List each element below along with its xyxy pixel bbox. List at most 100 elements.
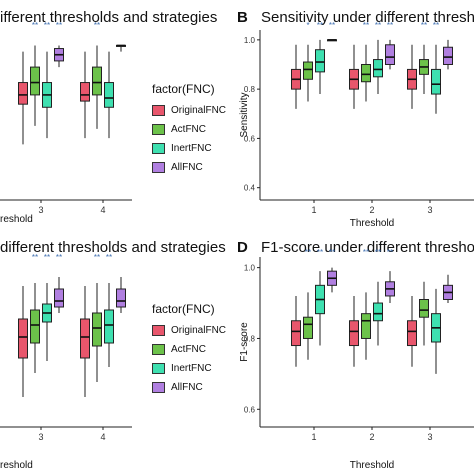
y-tick-label: 0.6 xyxy=(244,134,256,143)
legend-bottom: factor(FNC) OriginalFNC ActFNC InertFNC … xyxy=(152,302,226,397)
panel-d-plot: 0.6 0.8 1.0 F1-score 1 2 3 Threshold ** ** ** ** ** *… xyxy=(239,248,474,471)
significance-label: ** xyxy=(363,248,369,257)
significance-label: ** xyxy=(32,253,38,262)
box-ActFNC xyxy=(303,61,313,80)
legend-item-act: ActFNC xyxy=(152,120,226,139)
panel-c-plot: 3 4 reshold ** ** ** ** ** xyxy=(0,253,132,471)
box-ActFNC xyxy=(92,312,102,347)
x-tick-label: 4 xyxy=(100,205,105,215)
significance-label: ** xyxy=(32,21,38,30)
x-axis-label: reshold xyxy=(0,214,33,225)
legend-key-inert xyxy=(152,143,165,154)
box-OriginalFNC xyxy=(349,320,359,347)
legend-label-original: OriginalFNC xyxy=(171,105,227,116)
legend-key-original xyxy=(152,325,165,336)
panel-b: B Sensitivity under different thresh 0.4… xyxy=(237,0,474,237)
x-tick-label: 3 xyxy=(427,432,432,442)
legend-item-original: OriginalFNC xyxy=(152,321,226,340)
legend-key-all xyxy=(152,382,165,393)
significance-label: ** xyxy=(56,253,62,262)
x-tick-label: 3 xyxy=(38,432,43,442)
legend-label-act: ActFNC xyxy=(171,344,206,355)
significance-label: ** xyxy=(375,248,381,257)
x-tick-label: 3 xyxy=(38,205,43,215)
significance-label: ** xyxy=(421,21,427,30)
legend-title: factor(FNC) xyxy=(152,302,215,316)
significance-label: ** xyxy=(363,21,369,30)
significance-label: ** xyxy=(329,21,335,30)
significance-label: ** xyxy=(375,21,381,30)
box-ActFNC xyxy=(361,313,371,339)
x-tick-label: 1 xyxy=(311,432,316,442)
box-ActFNC xyxy=(419,299,429,318)
significance-label: ** xyxy=(106,253,112,262)
box-ActFNC xyxy=(92,66,102,96)
legend-item-original: OriginalFNC xyxy=(152,101,226,120)
box-OriginalFNC xyxy=(80,82,90,102)
panel-a-title: ifferent thresholds and strategies xyxy=(0,9,218,26)
panel-c-title: different thresholds and strategies xyxy=(0,239,226,256)
box-InertFNC xyxy=(431,68,441,95)
box-AllFNC xyxy=(54,288,64,308)
box-InertFNC xyxy=(104,309,114,344)
legend-key-inert xyxy=(152,363,165,374)
box-InertFNC xyxy=(373,302,383,322)
y-tick-label: 0.6 xyxy=(244,405,256,414)
x-axis-label: reshold xyxy=(0,460,33,471)
legend-label-all: AllFNC xyxy=(171,382,203,393)
legend-key-original xyxy=(152,105,165,116)
panel-d-letter: D xyxy=(237,239,248,256)
y-tick-label: 1.0 xyxy=(244,264,256,273)
x-tick-label: 3 xyxy=(427,205,432,215)
legend-title: factor(FNC) xyxy=(152,82,215,96)
significance-label: ** xyxy=(433,21,439,30)
panel-d: D F1-score under different threshol 0.6 0… xyxy=(237,237,474,474)
significance-label: ** xyxy=(94,21,100,30)
significance-label: * xyxy=(306,21,309,30)
y-tick-label: 1.0 xyxy=(244,36,256,45)
x-tick-label: 1 xyxy=(311,205,316,215)
panel-b-title: Sensitivity under different thresh xyxy=(261,9,474,26)
significance-label: ** xyxy=(94,253,100,262)
legend-item-all: AllFNC xyxy=(152,378,226,397)
significance-label: ** xyxy=(305,248,311,257)
box-InertFNC xyxy=(373,59,383,78)
x-tick-label: 2 xyxy=(369,205,374,215)
legend-item-inert: InertFNC xyxy=(152,359,226,378)
significance-label: ** xyxy=(329,248,335,257)
box-ActFNC xyxy=(303,316,313,339)
box-OriginalFNC xyxy=(291,320,301,347)
box-ActFNC xyxy=(361,63,371,83)
box-OriginalFNC xyxy=(407,320,417,347)
panel-a: ifferent thresholds and strategies 3 4 res… xyxy=(0,0,237,237)
y-tick-label: 0.8 xyxy=(244,334,256,343)
significance-label: ** xyxy=(387,21,393,30)
panel-d-title: F1-score under different threshol xyxy=(261,239,474,256)
x-axis-label: Threshold xyxy=(350,218,394,229)
x-tick-label: 2 xyxy=(369,432,374,442)
significance-label: ** xyxy=(44,253,50,262)
box-AllFNC xyxy=(116,288,126,308)
legend-label-all: AllFNC xyxy=(171,162,203,173)
legend-item-inert: InertFNC xyxy=(152,139,226,158)
legend-label-inert: InertFNC xyxy=(171,143,212,154)
significance-label: ** xyxy=(317,21,323,30)
box-AllFNC xyxy=(443,46,453,65)
x-tick-label: 4 xyxy=(100,432,105,442)
box-ActFNC xyxy=(30,309,40,344)
legend-key-all xyxy=(152,162,165,173)
y-axis-label: F1-score xyxy=(239,322,250,362)
significance-label: ** xyxy=(44,21,50,30)
legend-key-act xyxy=(152,124,165,135)
legend-label-original: OriginalFNC xyxy=(171,325,227,336)
box-AllFNC xyxy=(385,44,395,65)
legend-top: factor(FNC) OriginalFNC ActFNC InertFNC … xyxy=(152,82,226,177)
legend-key-act xyxy=(152,344,165,355)
panel-b-letter: B xyxy=(237,9,248,26)
box-OriginalFNC xyxy=(80,318,90,359)
x-axis-label: Threshold xyxy=(350,460,394,471)
significance-label: ** xyxy=(387,248,393,257)
significance-label: ** xyxy=(317,248,323,257)
y-axis-label: Sensitivity xyxy=(239,92,250,137)
box-InertFNC xyxy=(104,82,114,108)
